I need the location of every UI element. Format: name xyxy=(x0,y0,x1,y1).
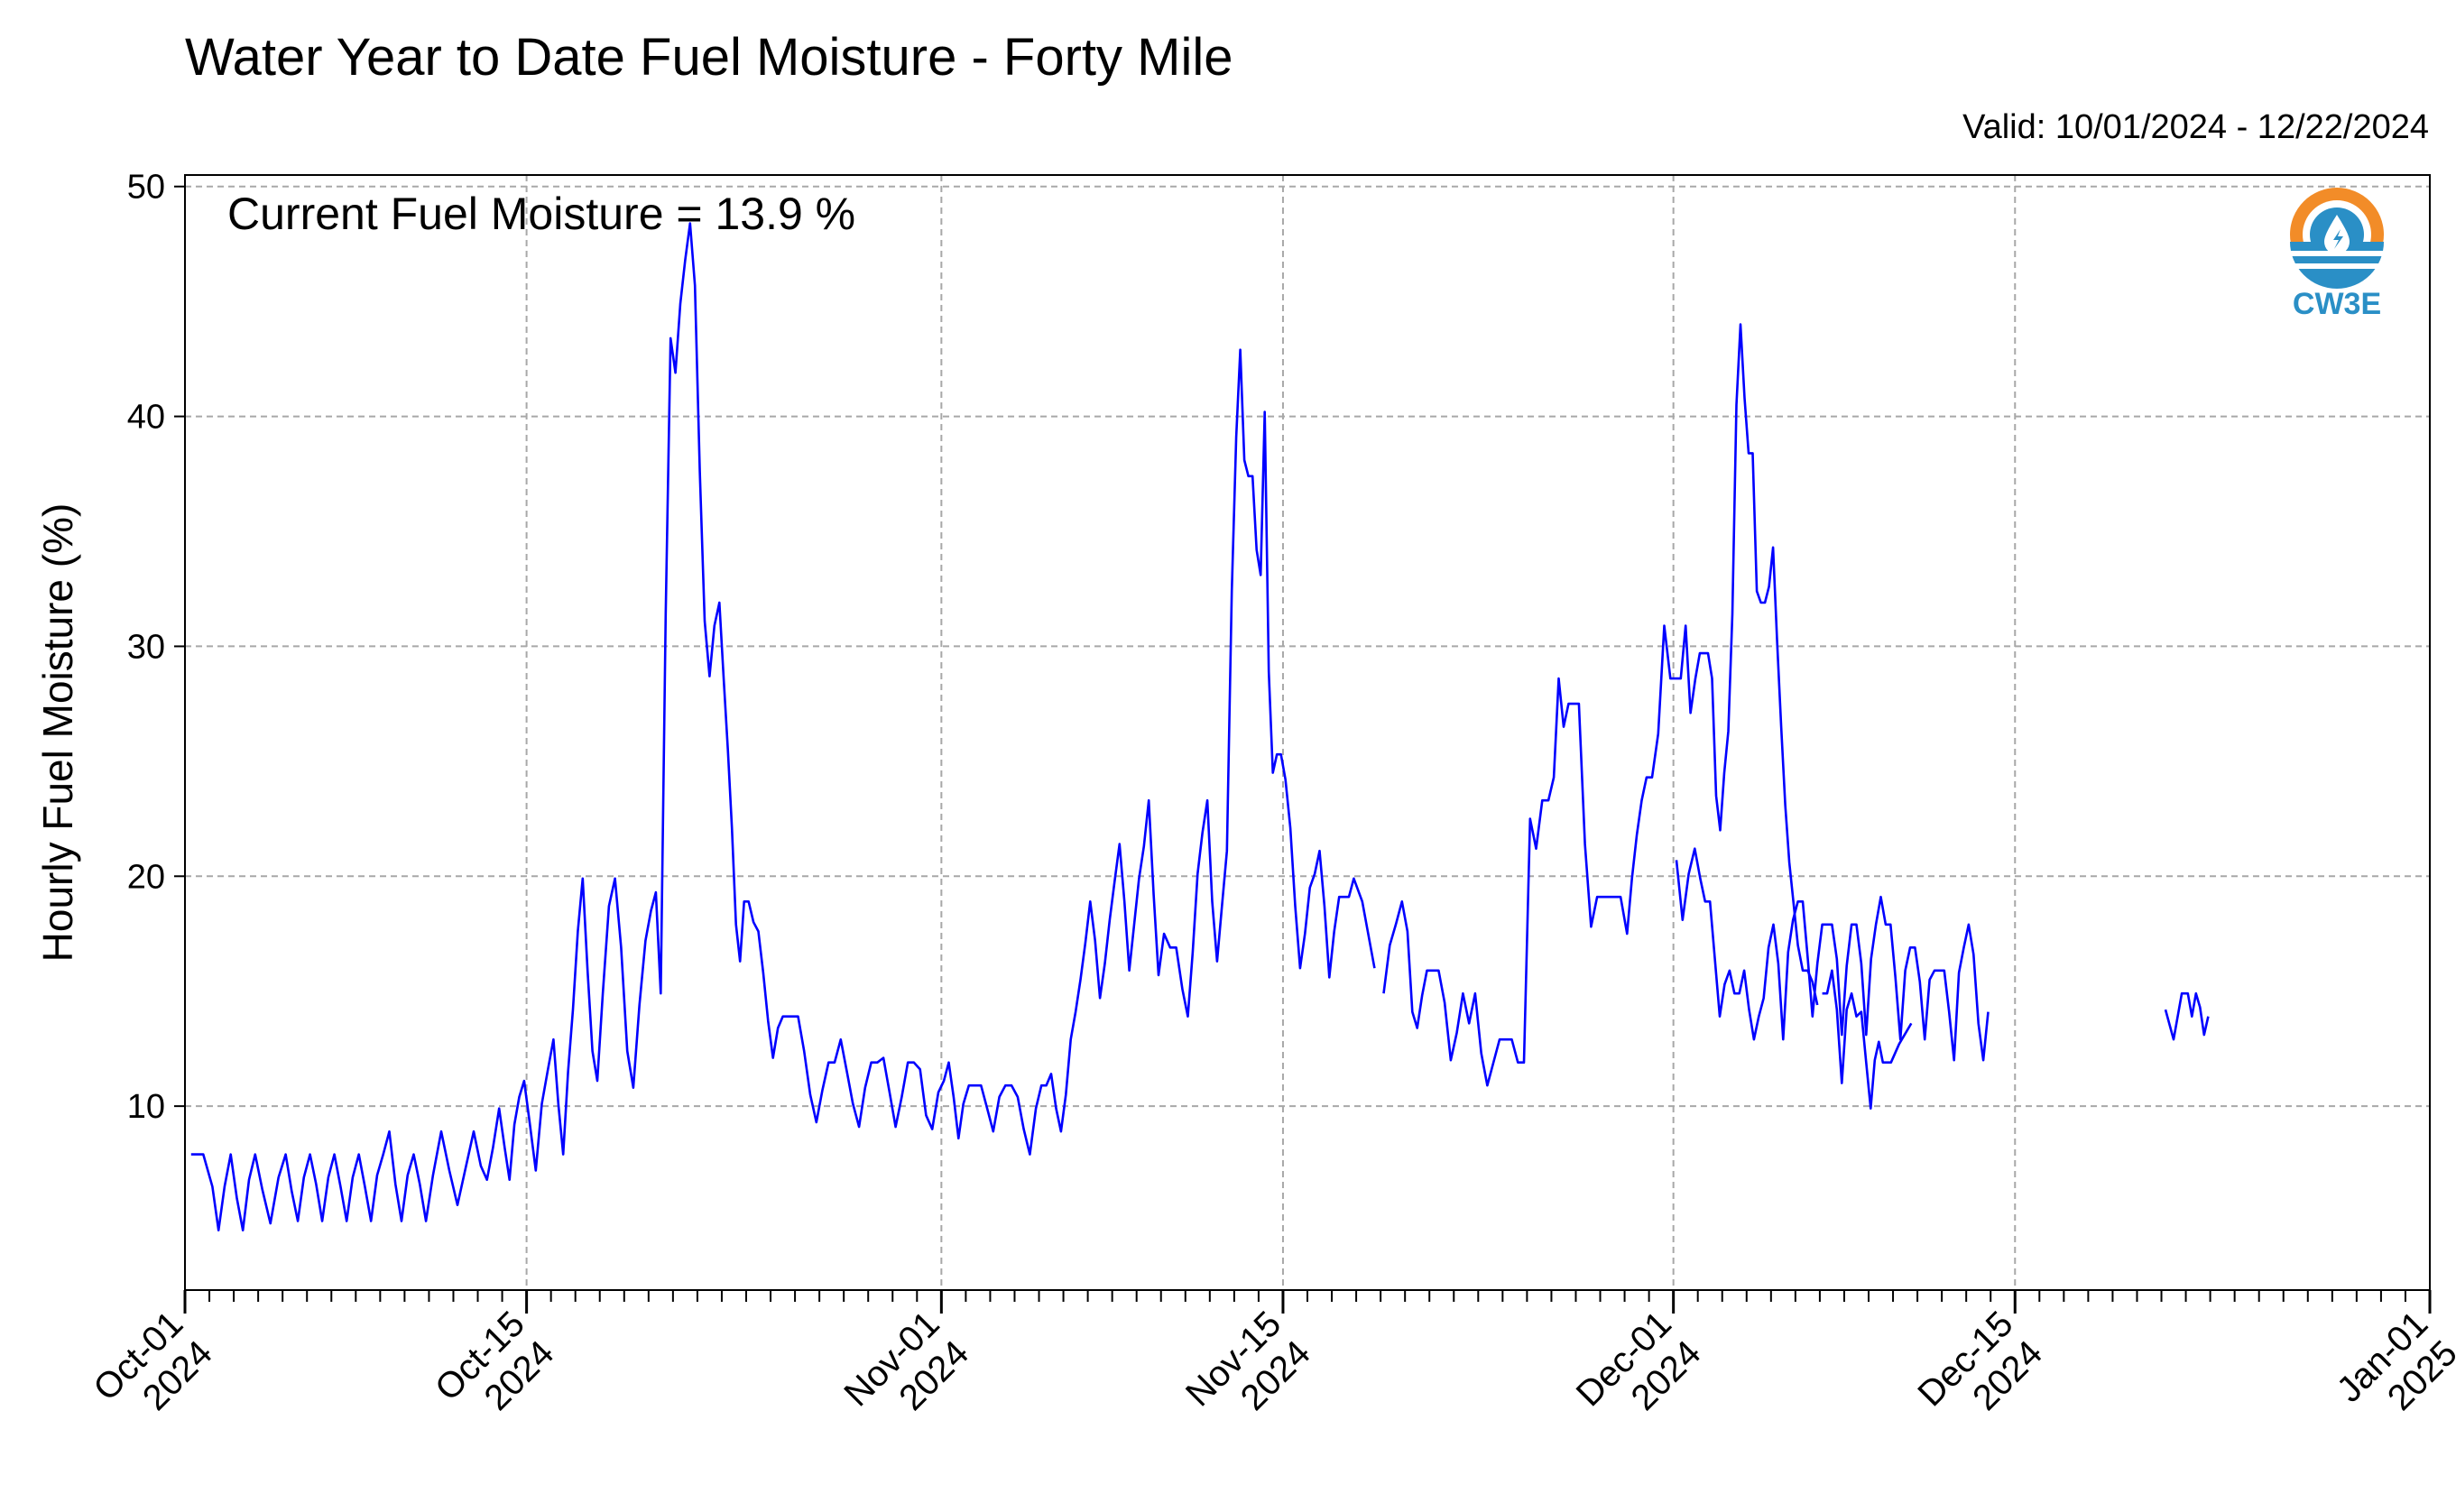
x-axis: Oct-012024 Oct-152024 Nov-012024 Nov-152024… xyxy=(86,1290,2456,1443)
svg-text:Jan-012025: Jan-012025 xyxy=(2330,1304,2456,1439)
chart-title: Water Year to Date Fuel Moisture - Forty… xyxy=(185,28,1233,87)
series-line xyxy=(190,222,2210,1231)
y-tick-label: 10 xyxy=(127,1088,165,1126)
chart-subtitle: Valid: 10/01/2024 - 12/22/2024 xyxy=(1962,108,2429,146)
svg-text:Dec-152024: Dec-152024 xyxy=(1910,1304,2050,1443)
grid xyxy=(184,175,2431,1290)
x-tick-label: Oct-152024 xyxy=(428,1304,562,1438)
cw3e-logo-icon: CW3E xyxy=(2290,188,2384,321)
svg-text:Oct-152024: Oct-152024 xyxy=(428,1304,562,1438)
svg-text:Dec-012024: Dec-012024 xyxy=(1569,1304,1709,1443)
series-segment xyxy=(1675,847,1990,1062)
y-tick-label: 50 xyxy=(127,169,165,207)
y-axis: 10 20 30 40 50 xyxy=(127,169,185,1126)
y-axis-label: Hourly Fuel Moisture (%) xyxy=(34,503,81,963)
series-segment xyxy=(190,222,1376,1231)
svg-text:Oct-012024: Oct-012024 xyxy=(86,1304,220,1438)
x-tick-label: Oct-012024 xyxy=(86,1304,220,1438)
x-tick-label: Nov-012024 xyxy=(836,1304,976,1443)
series-segment xyxy=(1822,969,1913,1110)
x-tick-label: Dec-152024 xyxy=(1910,1304,2050,1443)
logo-text: CW3E xyxy=(2293,287,2381,321)
y-tick-label: 30 xyxy=(127,628,165,666)
current-value-annotation: Current Fuel Moisture = 13.9 % xyxy=(227,189,856,239)
y-tick-label: 40 xyxy=(127,399,165,437)
svg-text:Nov-012024: Nov-012024 xyxy=(836,1304,976,1443)
x-tick-label: Nov-152024 xyxy=(1178,1304,1318,1443)
series-segment xyxy=(2164,991,2210,1041)
plot-frame xyxy=(184,174,2431,1291)
svg-text:Nov-152024: Nov-152024 xyxy=(1178,1304,1318,1443)
y-tick-label: 20 xyxy=(127,858,165,896)
x-tick-label: Dec-012024 xyxy=(1569,1304,1709,1443)
x-tick-label: Jan-012025 xyxy=(2330,1304,2456,1439)
series-segment xyxy=(1382,323,1819,1087)
